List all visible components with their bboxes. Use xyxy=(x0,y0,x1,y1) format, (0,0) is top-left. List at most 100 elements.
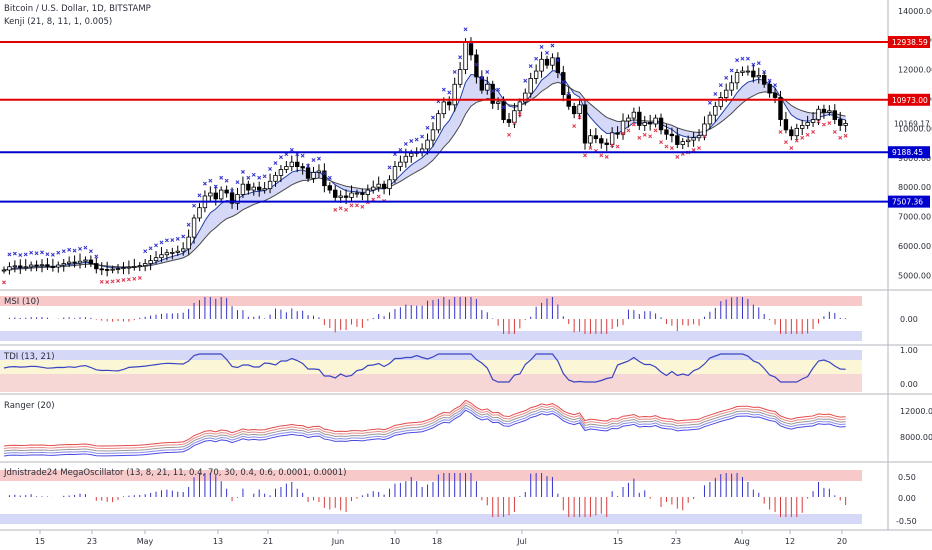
candle-body xyxy=(631,111,637,119)
candle-body xyxy=(257,186,262,191)
sar-cross xyxy=(555,58,560,63)
sar-cross xyxy=(40,250,44,255)
sar-cross-stroke xyxy=(463,27,468,32)
sar-cross-stroke xyxy=(23,252,28,257)
sar-cross-stroke xyxy=(452,69,457,74)
candle-body xyxy=(34,264,39,267)
candle-body xyxy=(805,122,810,126)
sar-cross-stroke xyxy=(702,134,707,139)
candle-body xyxy=(762,75,767,85)
y-tick-label: 7000.00 xyxy=(898,213,931,222)
sar-cross-stroke xyxy=(371,197,376,202)
candle-body xyxy=(577,104,582,115)
candle-body xyxy=(463,41,468,70)
sar-cross xyxy=(235,180,240,185)
sar-cross-stroke xyxy=(387,165,392,170)
ranger-axis-label: 8000.00 xyxy=(900,433,932,442)
sar-cross-stroke xyxy=(246,175,251,180)
candle-body xyxy=(316,170,322,173)
ranger-line xyxy=(3,402,846,450)
sar-cross-stroke xyxy=(322,171,327,176)
level-tag xyxy=(888,195,930,208)
sar-cross-stroke xyxy=(577,115,582,120)
ranger-axis-label: 12000.00 xyxy=(900,407,932,416)
sar-cross xyxy=(148,246,153,251)
sar-cross xyxy=(202,181,207,186)
sar-cross-stroke xyxy=(767,78,772,83)
last-price-label: 10169.17 xyxy=(894,119,930,128)
sar-cross-stroke xyxy=(2,280,6,285)
sar-cross xyxy=(512,121,517,126)
candle-body xyxy=(838,119,843,126)
candle-body xyxy=(278,169,284,176)
sar-cross xyxy=(724,75,729,80)
candle-body xyxy=(707,114,713,125)
sar-cross-stroke xyxy=(409,139,414,143)
candle-body xyxy=(327,185,332,191)
sar-cross-stroke xyxy=(626,128,631,133)
ranger-line xyxy=(3,404,846,452)
sar-cross xyxy=(56,250,61,255)
candle-body xyxy=(457,69,463,85)
sar-cross-stroke xyxy=(756,61,761,66)
candle-body xyxy=(740,70,745,73)
mega-pane-label: Jdnistrade24 MegaOscillator (13, 8, 21, … xyxy=(4,468,347,478)
candle-body xyxy=(23,266,28,269)
candle-body xyxy=(338,195,343,198)
sar-cross xyxy=(61,249,66,254)
candle-body xyxy=(267,180,273,190)
sar-cross xyxy=(583,153,587,158)
ma-slow-line xyxy=(3,81,846,271)
sar-cross-stroke xyxy=(240,169,245,174)
sar-cross xyxy=(300,153,305,158)
sar-cross-stroke xyxy=(202,181,207,186)
candle-body xyxy=(132,266,137,268)
candle-body xyxy=(789,129,794,137)
sar-cross-stroke xyxy=(610,143,615,148)
sar-cross xyxy=(278,155,283,160)
sar-cross-stroke xyxy=(583,153,587,158)
sar-cross xyxy=(99,279,104,284)
sar-cross-stroke xyxy=(192,203,197,208)
sar-cross xyxy=(12,251,17,256)
candle-body xyxy=(170,251,175,254)
candle-body xyxy=(485,83,490,91)
sar-cross-stroke xyxy=(208,178,213,183)
sar-cross xyxy=(213,184,218,189)
candle-body xyxy=(696,135,702,139)
sar-cross-stroke xyxy=(376,194,381,199)
x-tick-label: 13 xyxy=(213,537,223,546)
sar-cross xyxy=(767,78,772,83)
sar-cross-stroke xyxy=(344,207,349,212)
sar-cross-stroke xyxy=(838,135,843,140)
candle-body xyxy=(723,89,729,98)
sar-cross-stroke xyxy=(697,146,701,151)
sar-cross xyxy=(751,62,756,67)
sar-cross xyxy=(642,132,647,137)
sar-cross-stroke xyxy=(827,121,832,126)
sar-cross-stroke xyxy=(604,154,609,159)
candle-body xyxy=(56,264,61,268)
sar-cross xyxy=(306,164,311,168)
sar-cross-stroke xyxy=(137,275,142,280)
sar-cross xyxy=(572,124,577,128)
candle-body xyxy=(153,257,159,262)
msi-upper-band xyxy=(0,296,862,306)
x-tick-label: 23 xyxy=(87,537,97,546)
sar-cross-stroke xyxy=(745,56,750,61)
sar-cross-stroke xyxy=(572,124,577,128)
sar-cross xyxy=(431,115,435,120)
sar-cross xyxy=(338,206,343,211)
sar-cross-stroke xyxy=(300,153,305,158)
sar-cross xyxy=(485,69,490,74)
sar-cross-stroke xyxy=(349,203,354,208)
sar-cross-stroke xyxy=(778,129,783,134)
sar-cross-stroke xyxy=(479,75,484,80)
sar-cross-stroke xyxy=(729,68,734,73)
sar-cross xyxy=(507,132,511,137)
sar-cross xyxy=(289,147,294,152)
sar-cross-stroke xyxy=(311,158,316,163)
sar-cross xyxy=(2,280,6,285)
